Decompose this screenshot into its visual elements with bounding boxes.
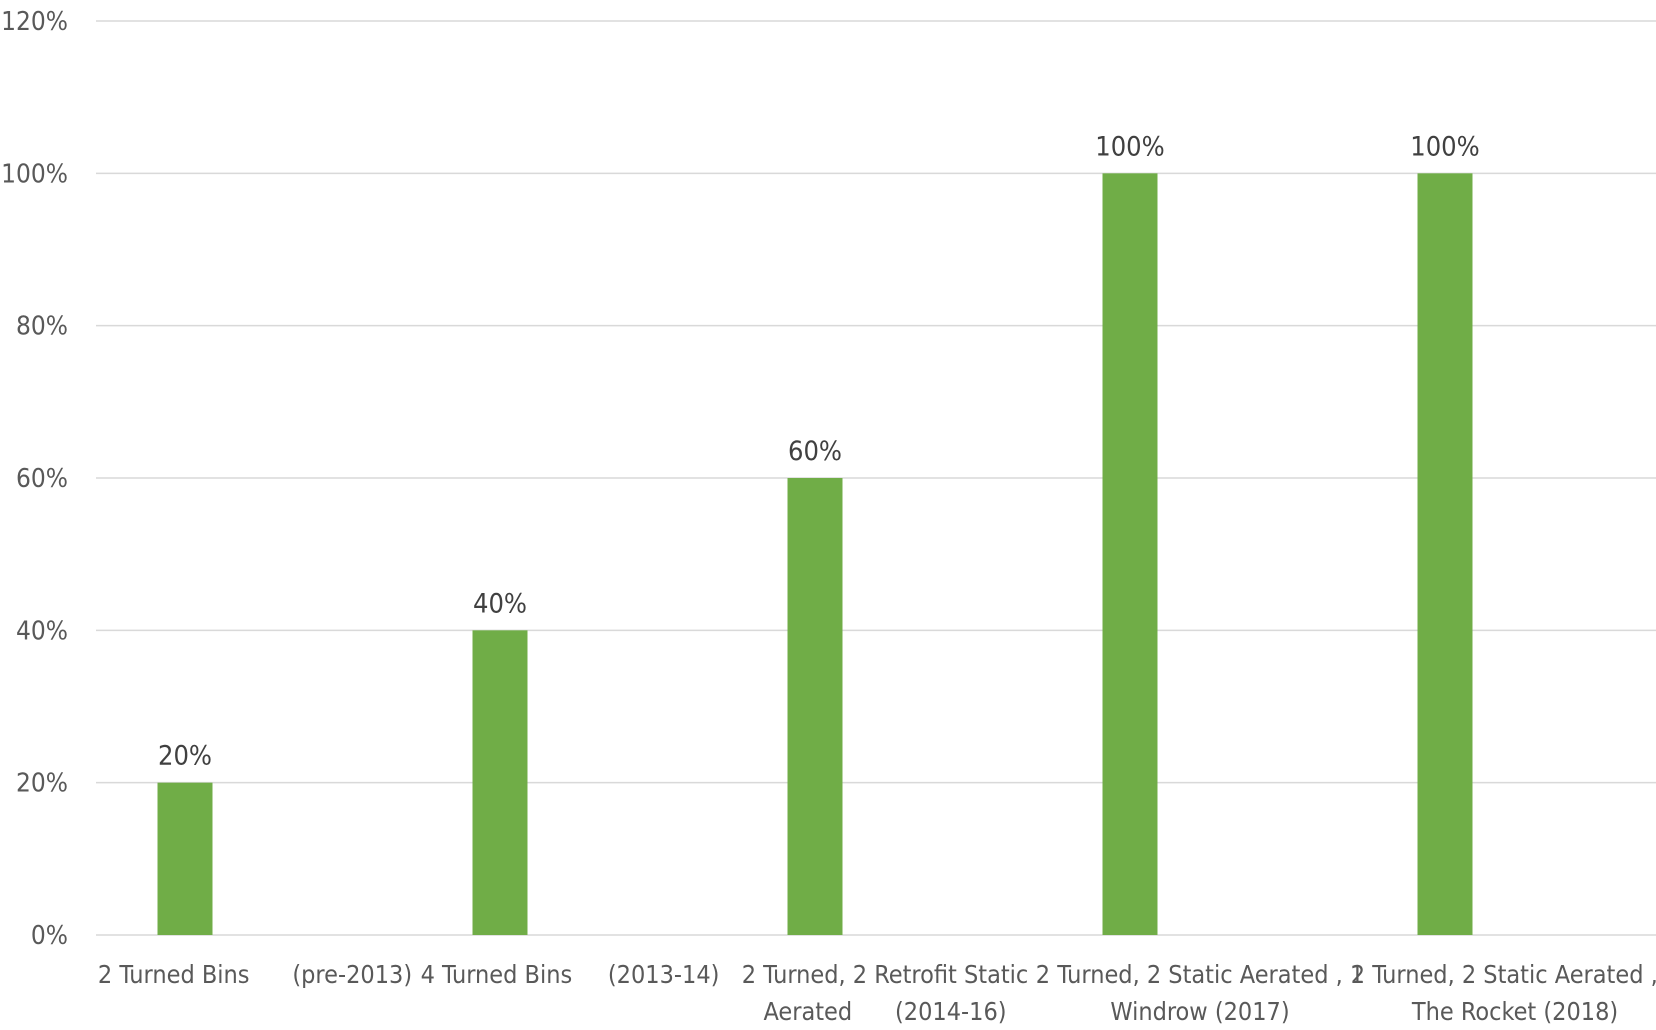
y-tick-label: 100%: [1, 159, 68, 189]
x-tick-label: The Rocket (2018): [1411, 997, 1618, 1026]
y-tick-label: 120%: [1, 7, 68, 37]
bar: [1102, 173, 1158, 936]
x-axis: 2 Turned Bins (pre-2013) 4 Turned Bins (2…: [98, 960, 1656, 1026]
bar: [787, 478, 843, 935]
bar: [157, 782, 213, 935]
bars: [157, 173, 1473, 936]
data-label: 100%: [1410, 131, 1479, 162]
y-tick-label: 60%: [16, 464, 68, 494]
x-tick-label: 2 Turned Bins (pre-2013): [98, 960, 412, 989]
bar: [1417, 173, 1473, 936]
data-label: 20%: [158, 741, 212, 772]
x-tick-label: 4 Turned Bins (2013-14): [421, 960, 720, 989]
y-tick-label: 80%: [16, 312, 68, 342]
data-labels: 20% 40% 60% 100% 100%: [158, 131, 1480, 771]
y-axis: 0% 20% 40% 60% 80% 100% 120%: [1, 7, 68, 951]
data-label: 60%: [788, 436, 842, 467]
y-tick-label: 40%: [16, 616, 68, 646]
x-tick-label: 2 Turned, 2 Static Aerated , 1: [1351, 960, 1656, 989]
x-tick-label: 2 Turned, 2 Static Aerated , 1: [1036, 960, 1364, 989]
x-tick-label: Windrow (2017): [1110, 997, 1289, 1026]
y-tick-label: 20%: [16, 769, 68, 799]
y-tick-label: 0%: [31, 921, 68, 951]
data-label: 40%: [473, 588, 527, 619]
x-tick-label: 2 Turned, 2 Retrofit Static: [742, 960, 1029, 989]
x-tick-label: Aerated (2014-16): [763, 997, 1006, 1026]
gridlines: [96, 20, 1656, 936]
bar: [472, 630, 528, 935]
data-label: 100%: [1095, 131, 1164, 162]
